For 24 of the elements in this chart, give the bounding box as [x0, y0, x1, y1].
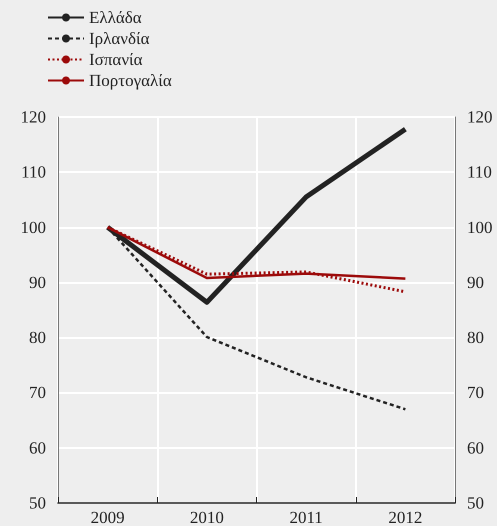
- y2-tick-label: 70: [467, 383, 484, 402]
- y-tick-label: 50: [29, 494, 46, 512]
- y-tick-label: 60: [29, 438, 46, 458]
- x-tick-label: 2012: [388, 508, 422, 526]
- y-tick-label: 90: [29, 272, 46, 292]
- x-tick-label: 2011: [289, 508, 323, 526]
- y2-tick-label: 50: [467, 494, 484, 512]
- y-tick-label: 70: [29, 383, 46, 402]
- legend-label: Ελλάδα: [89, 8, 142, 27]
- legend-label: Ισπανία: [89, 50, 143, 69]
- y2-tick-label: 110: [467, 162, 492, 182]
- y-tick-label: 80: [29, 328, 46, 348]
- y2-tick-label: 90: [467, 272, 484, 292]
- y-tick-label: 100: [20, 218, 46, 237]
- y-tick-label: 120: [20, 108, 46, 126]
- x-tick-label: 2009: [90, 508, 125, 526]
- y2-tick-label: 100: [467, 218, 492, 237]
- y2-tick-label: 80: [467, 328, 484, 348]
- y-tick-label: 110: [21, 162, 46, 182]
- x-tick-label: 2010: [190, 508, 224, 526]
- legend-label: Πορτογαλία: [89, 71, 172, 90]
- legend-label: Ιρλανδία: [89, 29, 150, 48]
- y2-tick-label: 60: [467, 438, 484, 458]
- y2-tick-label: 120: [467, 108, 492, 126]
